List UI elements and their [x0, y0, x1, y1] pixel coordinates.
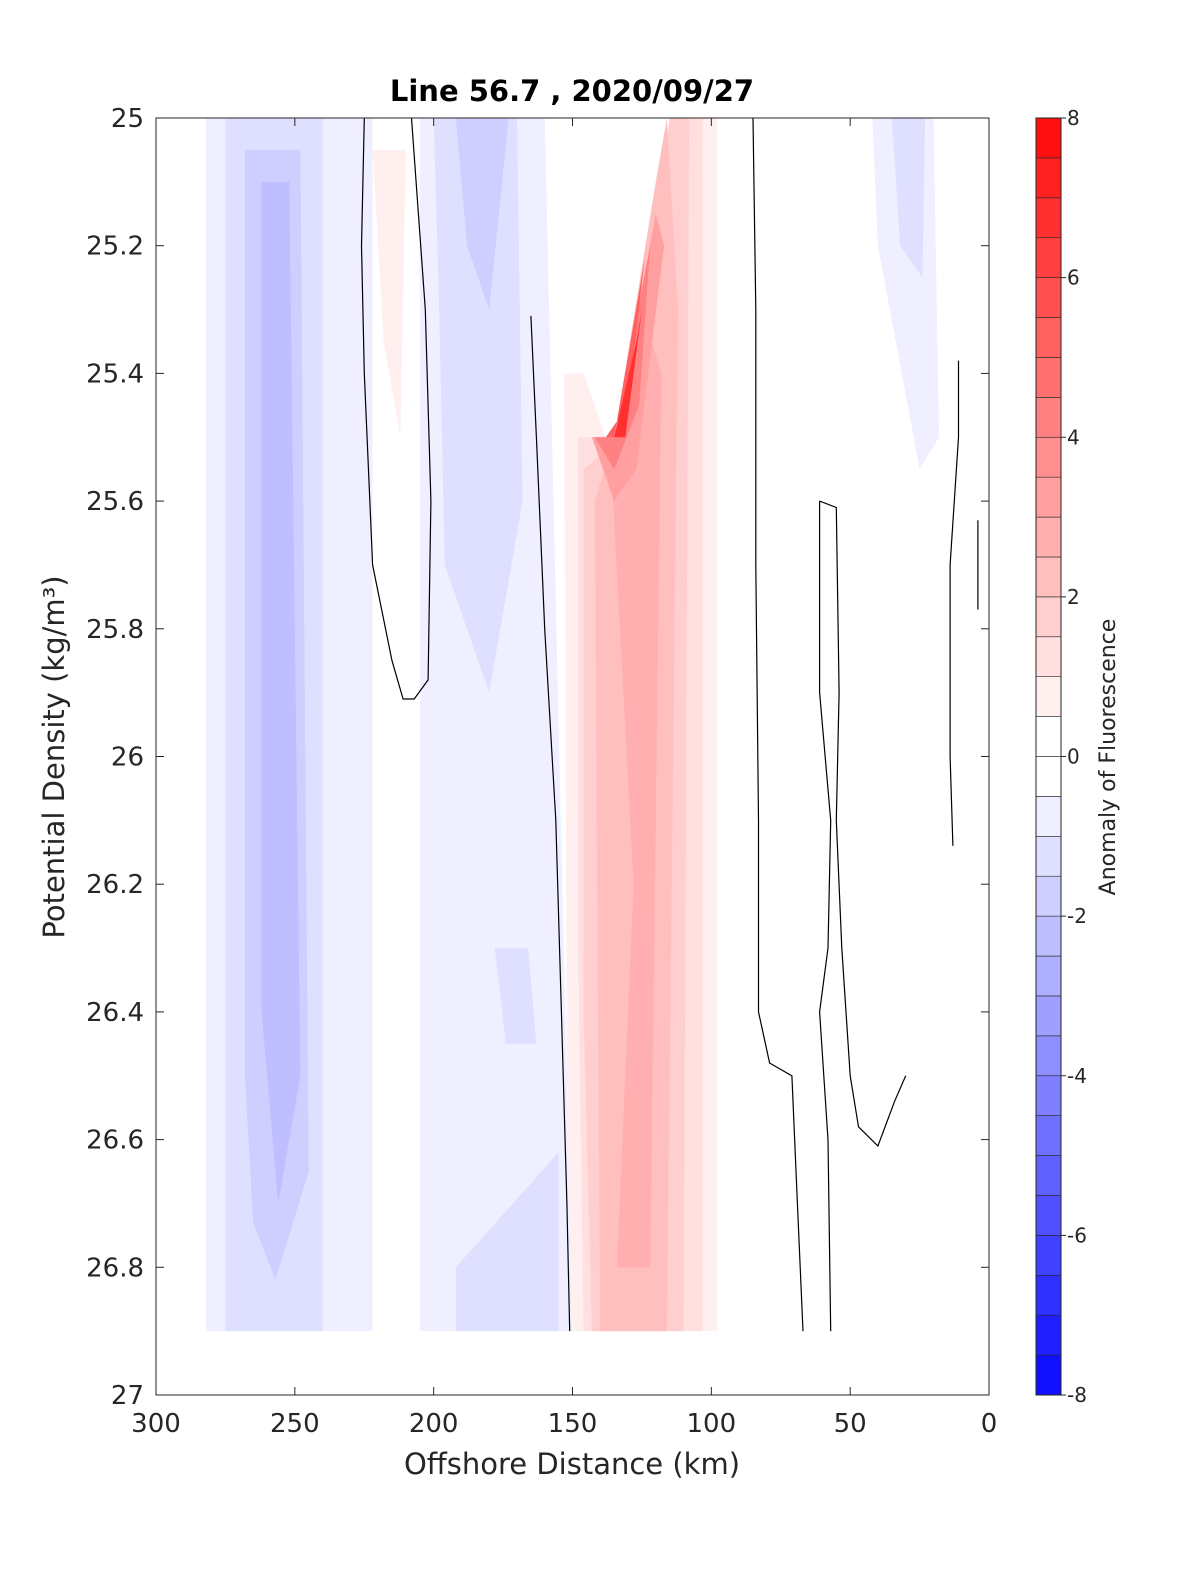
colorbar-swatch — [1035, 556, 1062, 598]
colorbar-label: Anomaly of Fluorescence — [1096, 619, 1121, 896]
colorbar-swatch — [1035, 836, 1062, 877]
colorbar-swatch — [1035, 357, 1062, 398]
y-axis-label: Potential Density (kg/m³) — [37, 575, 71, 938]
colorbar-tick-label: -8 — [1067, 1383, 1087, 1407]
y-tick-label: 25.4 — [86, 359, 144, 389]
colorbar-swatch — [1035, 636, 1062, 677]
colorbar-swatch — [1035, 1314, 1062, 1356]
colorbar-swatch — [1035, 756, 1062, 797]
y-tick-label: 25 — [111, 104, 144, 134]
filled-region-16 — [611, 309, 662, 1268]
colorbar-swatch — [1035, 516, 1062, 558]
y-tick-label: 27 — [111, 1381, 144, 1411]
colorbar-swatch — [1035, 596, 1062, 638]
contour-lines — [360, 118, 979, 1332]
x-tick-label: 300 — [131, 1409, 181, 1439]
colorbar-swatch — [1035, 796, 1062, 837]
colorbar-swatch — [1035, 157, 1062, 199]
colorbar-tick-label: 8 — [1067, 106, 1080, 130]
filled-region-3 — [261, 181, 301, 1204]
x-tick-label: 50 — [834, 1409, 867, 1439]
chart-title: Line 56.7 , 2020/09/27 — [390, 74, 754, 108]
colorbar-swatch — [1035, 875, 1062, 917]
colorbar-swatch — [1035, 197, 1062, 239]
x-tick-label: 0 — [981, 1409, 998, 1439]
filled-region-8 — [455, 1152, 559, 1332]
y-tick-label: 26.2 — [86, 870, 144, 900]
colorbar-tick-label: 4 — [1067, 425, 1080, 449]
y-tick-label: 25.2 — [86, 232, 144, 262]
colorbar-swatch — [1035, 995, 1062, 1037]
colorbar-swatch — [1035, 476, 1062, 518]
colorbar-swatch — [1035, 676, 1062, 717]
x-tick-label: 150 — [548, 1409, 598, 1439]
y-tick-label: 26 — [111, 743, 144, 773]
colorbar: -8 -6 -4 -2 0 2 4 6 8 — [1035, 106, 1087, 1407]
filled-contours — [206, 118, 939, 1332]
colorbar-swatch — [1035, 1195, 1062, 1236]
colorbar-swatch — [1035, 1115, 1062, 1156]
x-tick-label: 200 — [409, 1409, 459, 1439]
filled-region-11 — [372, 149, 406, 438]
filled-region-7 — [494, 948, 537, 1044]
colorbar-tick-label: 2 — [1067, 585, 1080, 609]
colorbar-swatch — [1035, 955, 1062, 997]
filled-region-10 — [891, 118, 926, 278]
y-tick-label: 26.4 — [86, 998, 144, 1028]
colorbar-swatch — [1035, 117, 1062, 159]
y-axis: 25 25.2 25.4 25.6 25.8 26 26.2 26.4 26.6 26.8 27 — [86, 104, 989, 1411]
contour-line-2 — [752, 118, 804, 1332]
colorbar-tick-label: -6 — [1067, 1223, 1087, 1247]
colorbar-swatch — [1035, 1354, 1062, 1396]
colorbar-swatch — [1035, 317, 1062, 358]
y-tick-label: 25.8 — [86, 615, 144, 645]
y-tick-label: 26.8 — [86, 1253, 144, 1283]
colorbar-swatch — [1035, 1075, 1062, 1116]
colorbar-swatch — [1035, 1274, 1062, 1316]
contour-line-4 — [818, 501, 832, 1332]
filled-region-20 — [614, 309, 642, 438]
colorbar-swatch — [1035, 1035, 1062, 1077]
contour-line-1 — [530, 315, 571, 1332]
colorbar-tick-label: -4 — [1067, 1064, 1087, 1088]
contour-line-3 — [819, 500, 907, 1148]
colorbar-swatch — [1035, 915, 1062, 957]
colorbar-swatch — [1035, 397, 1062, 438]
colorbar-swatch — [1035, 436, 1062, 478]
contour-line-5 — [949, 360, 960, 846]
x-axis: 300 250 200 150 100 50 0 — [131, 118, 997, 1439]
colorbar-tick-label: 6 — [1067, 266, 1080, 290]
colorbar-swatch — [1035, 1235, 1062, 1276]
filled-region-6 — [455, 118, 509, 310]
x-tick-label: 250 — [270, 1409, 320, 1439]
colorbar-swatch — [1035, 237, 1062, 278]
colorbar-swatch — [1035, 1155, 1062, 1196]
y-tick-label: 25.6 — [86, 487, 144, 517]
y-tick-label: 26.6 — [86, 1126, 144, 1156]
colorbar-swatch — [1035, 716, 1062, 757]
x-tick-label: 100 — [687, 1409, 737, 1439]
x-axis-label: Offshore Distance (km) — [404, 1447, 740, 1481]
colorbar-tick-label: 0 — [1067, 745, 1080, 769]
filled-region-5 — [433, 118, 523, 693]
colorbar-tick-label: -2 — [1067, 904, 1087, 928]
colorbar-swatch — [1035, 277, 1062, 318]
contour-line-0 — [360, 118, 432, 700]
